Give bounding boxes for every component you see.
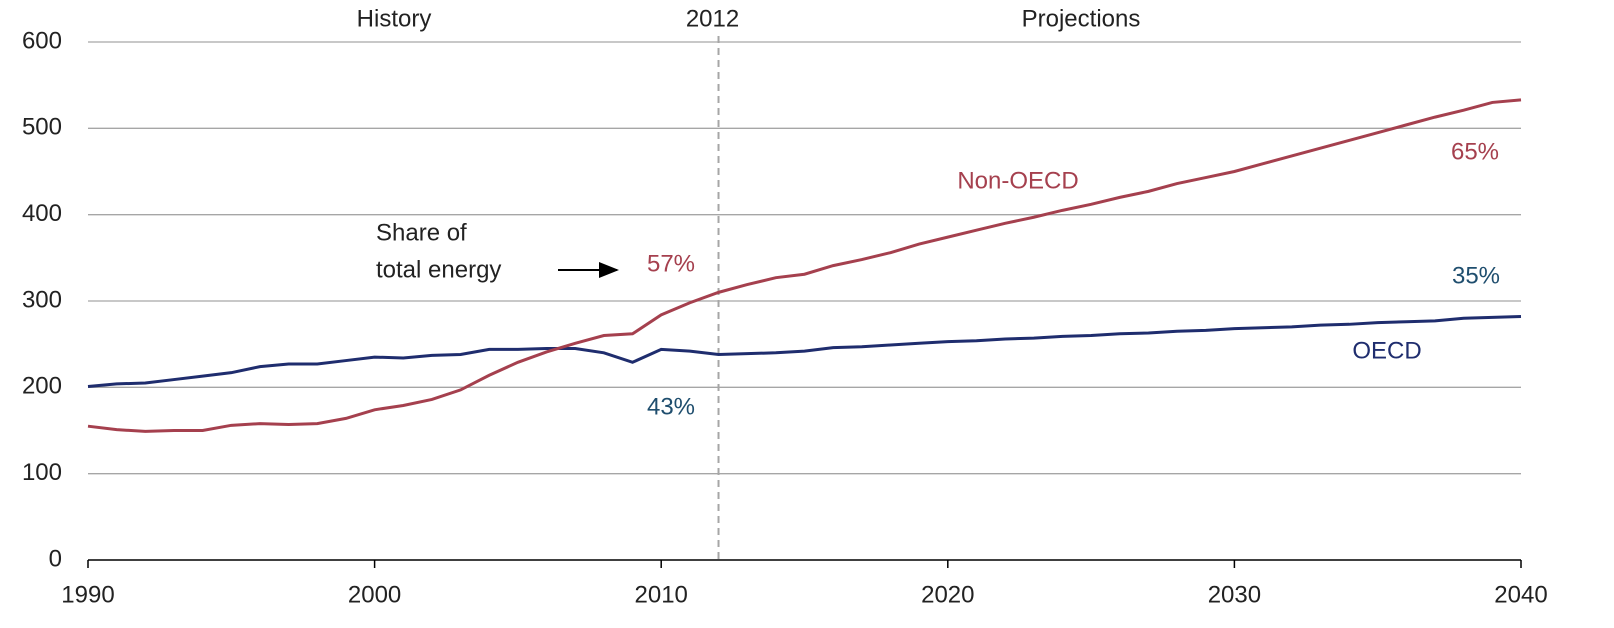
divider-label: 2012 — [686, 5, 739, 32]
y-tick-label: 0 — [49, 545, 62, 572]
y-tick-label: 100 — [22, 459, 62, 486]
note: total energy — [376, 256, 501, 283]
share-label: 35% — [1452, 262, 1500, 289]
x-tick-label: 2010 — [635, 581, 688, 608]
period-label: History — [357, 5, 432, 32]
y-tick-label: 300 — [22, 286, 62, 313]
share-label: 65% — [1451, 138, 1499, 165]
x-tick-label: 2000 — [348, 581, 401, 608]
x-tick-label: 1990 — [61, 581, 114, 608]
x-tick-label: 2020 — [921, 581, 974, 608]
note: Share of — [376, 219, 467, 246]
y-tick-label: 400 — [22, 200, 62, 227]
series-label: OECD — [1352, 337, 1421, 364]
y-tick-label: 200 — [22, 373, 62, 400]
x-tick-label: 2030 — [1208, 581, 1261, 608]
y-tick-label: 600 — [22, 27, 62, 54]
series-label: Non-OECD — [957, 167, 1078, 194]
share-label: 57% — [647, 250, 695, 277]
share-label: 43% — [647, 393, 695, 420]
line — [87, 98, 1522, 433]
period-label: Projections — [1022, 5, 1141, 32]
line — [87, 315, 1522, 388]
y-tick-label: 500 — [22, 114, 62, 141]
x-tick-label: 2040 — [1494, 581, 1547, 608]
